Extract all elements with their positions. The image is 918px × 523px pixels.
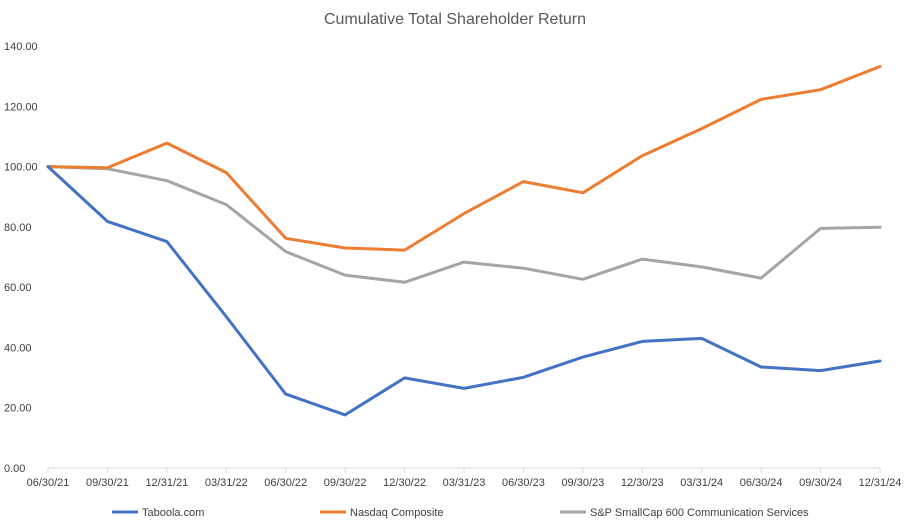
x-tick-label: 03/31/24 (680, 477, 723, 489)
y-tick-label: 80.00 (4, 222, 32, 234)
x-tick-label: 06/30/23 (502, 477, 545, 489)
y-tick-label: 120.00 (4, 101, 38, 113)
x-tick-label: 12/31/21 (145, 477, 188, 489)
x-axis: 06/30/21 09/30/21 12/31/21 03/31/22 06/30/22… (27, 467, 902, 489)
y-tick-label: 40.00 (4, 342, 32, 354)
x-tick-label: 12/30/23 (621, 477, 664, 489)
x-tick-label: 12/30/22 (383, 477, 426, 489)
y-tick-label: 140.00 (4, 41, 38, 53)
x-tick-label: 09/30/22 (324, 477, 367, 489)
x-tick-label: 12/31/24 (859, 477, 902, 489)
y-tick-label: 100.00 (4, 162, 38, 174)
legend-label: S&P SmallCap 600 Communication Services (590, 507, 809, 519)
chart-title: Cumulative Total Shareholder Return (324, 11, 586, 28)
y-tick-label: 0.00 (4, 463, 25, 475)
series-line-2 (46, 165, 882, 284)
series-line-0 (46, 165, 882, 417)
y-tick-label: 20.00 (4, 403, 32, 415)
x-tick-label: 09/30/23 (561, 477, 604, 489)
y-tick-label: 60.00 (4, 282, 32, 294)
y-axis-ticks: 0.00 20.00 40.00 60.00 80.00 100.00 120.00 140.… (4, 41, 38, 475)
x-tick-label: 06/30/22 (264, 477, 307, 489)
legend-label: Taboola.com (142, 507, 204, 519)
series-lines (46, 65, 882, 417)
x-tick-label: 06/30/24 (740, 477, 783, 489)
legend: Taboola.com Nasdaq Composite S&P SmallCap … (112, 507, 809, 519)
series-line-1 (46, 65, 882, 252)
x-tick-label: 03/31/22 (205, 477, 248, 489)
x-tick-label: 06/30/21 (27, 477, 70, 489)
x-tick-label: 09/30/21 (86, 477, 129, 489)
legend-label: Nasdaq Composite (350, 507, 444, 519)
x-tick-label: 03/31/23 (443, 477, 486, 489)
x-tick-label: 09/30/24 (799, 477, 842, 489)
